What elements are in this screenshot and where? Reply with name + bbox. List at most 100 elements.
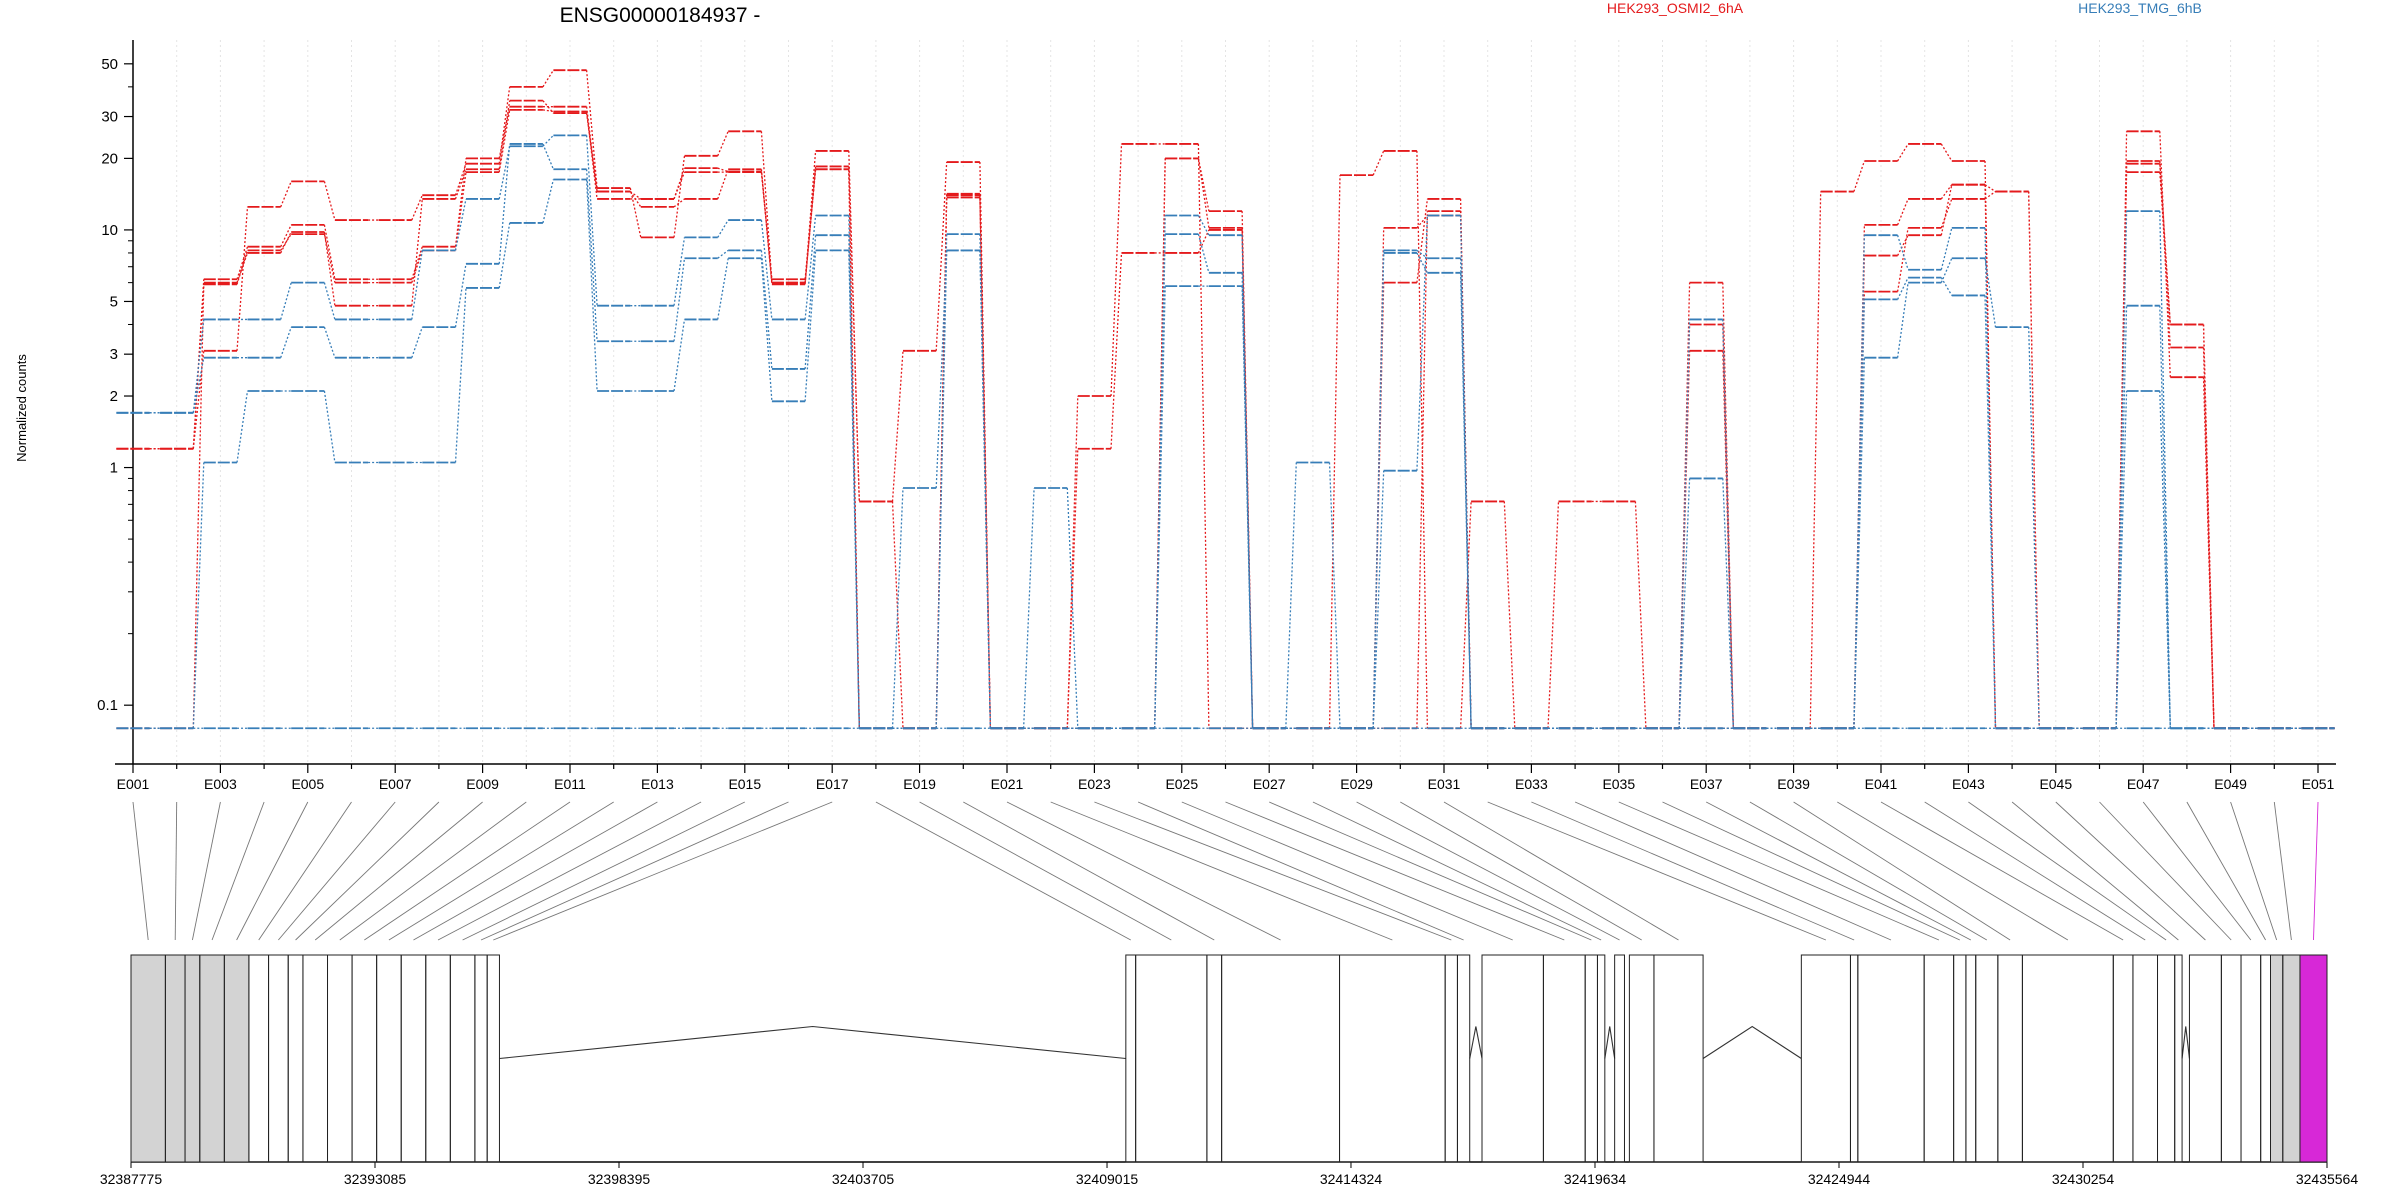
utr-shade — [2270, 955, 2300, 1162]
exon-connector — [1094, 801, 1452, 941]
series-connector — [1853, 160, 1866, 192]
genomic-tick-label: 32435564 — [2296, 1171, 2359, 1187]
series-connector — [411, 198, 423, 306]
series-connector — [411, 250, 423, 283]
intron-line — [1469, 1026, 1483, 1059]
series-connector — [1984, 295, 1997, 729]
intron-line — [1702, 1025, 1802, 1059]
exon-box — [1953, 954, 1967, 1163]
series-connector — [1896, 235, 1909, 270]
series-1 — [116, 99, 2335, 730]
series-connector — [280, 233, 292, 251]
exon-connector — [278, 801, 396, 941]
exon-connector — [364, 801, 571, 941]
series-connector — [2115, 390, 2128, 729]
series-connector — [1940, 277, 1953, 296]
series-connector — [1853, 224, 1866, 729]
series-connector — [1503, 501, 1516, 729]
series-connector — [1066, 395, 1079, 729]
genomic-tick-label: 32403705 — [832, 1171, 895, 1187]
exon-box — [1628, 954, 1655, 1163]
exon-box — [1965, 954, 1977, 1163]
exon-box — [1135, 954, 1208, 1163]
series-connector — [280, 181, 292, 208]
intron-line — [2181, 1026, 2190, 1059]
series-connector — [1940, 227, 1953, 270]
exon-box — [1857, 954, 1925, 1163]
exon-box — [2112, 954, 2134, 1163]
exon-box — [1653, 954, 1704, 1163]
series-connector — [673, 258, 686, 342]
genomic-tick-label: 32419634 — [1564, 1171, 1627, 1187]
x-tick-label: E051 — [2302, 776, 2335, 792]
exon-connector — [1006, 801, 1281, 941]
genomic-tick-label: 32393085 — [344, 1171, 407, 1187]
exon-box — [1456, 954, 1471, 1163]
exon-box — [351, 954, 378, 1163]
series-connector — [280, 282, 292, 320]
exon-box — [1997, 954, 2023, 1163]
x-tick-label: E035 — [1602, 776, 1635, 792]
series-connector — [454, 172, 467, 251]
series-connector — [1940, 198, 1953, 229]
exon-connector — [388, 801, 614, 941]
x-tick-label: E005 — [291, 776, 324, 792]
series-connector — [1984, 191, 1996, 200]
series-connector — [454, 163, 467, 196]
series-connector — [1110, 252, 1123, 449]
series-connector — [2028, 327, 2040, 729]
series-connector — [1897, 143, 1909, 162]
exon-connector — [339, 801, 527, 941]
y-tick-label: 50 — [101, 56, 118, 73]
exon-connector — [1050, 801, 1393, 941]
series-connector — [1416, 211, 1429, 729]
exon-box — [1923, 954, 1955, 1163]
series-connector — [236, 206, 249, 351]
exon-box — [2240, 954, 2262, 1163]
series-connector — [673, 155, 686, 238]
x-tick-label: E045 — [2039, 776, 2072, 792]
exon-connector — [1574, 801, 1892, 941]
exon-box — [248, 954, 270, 1163]
series-connector — [673, 237, 686, 306]
series-connector — [1197, 143, 1210, 729]
series-connector — [192, 282, 205, 449]
series-connector — [323, 233, 336, 283]
exon-connector — [1181, 801, 1513, 941]
exon-connector — [963, 801, 1215, 941]
exon-box — [1221, 954, 1341, 1163]
genomic-tick-label: 32387775 — [100, 1171, 163, 1187]
x-tick-label: E027 — [1253, 776, 1286, 792]
series-connector — [1154, 286, 1166, 729]
exon-connector — [493, 801, 833, 941]
series-connector — [1066, 488, 1079, 729]
series-connector — [717, 167, 729, 173]
exon-connector — [2230, 801, 2278, 941]
exon-box — [1800, 954, 1851, 1163]
x-tick-label: E043 — [1952, 776, 1985, 792]
y-tick-label: 20 — [101, 150, 118, 167]
chart-title: ENSG00000184937 - — [560, 4, 761, 27]
exon-box — [2157, 954, 2176, 1163]
exon-box — [287, 954, 304, 1163]
exon-box — [1206, 954, 1223, 1163]
series-connector — [454, 287, 467, 463]
series-connector — [2028, 191, 2040, 729]
series-connector — [454, 263, 467, 328]
series-connector — [1154, 234, 1166, 729]
exon-box — [1125, 954, 1137, 1163]
series-connector — [760, 220, 773, 320]
series-connector — [454, 198, 467, 251]
series-connector — [1678, 319, 1691, 729]
series-connector — [236, 390, 249, 463]
exon-connector — [1968, 801, 2167, 941]
series-connector — [585, 135, 598, 306]
series-2 — [116, 69, 2335, 730]
exon-connector — [1400, 801, 1642, 941]
series-connector — [1634, 501, 1647, 729]
series-connector — [804, 250, 817, 402]
exon-box — [1444, 954, 1458, 1163]
exon-box — [2021, 954, 2114, 1163]
series-connector — [236, 252, 249, 283]
series-connector — [717, 249, 729, 259]
